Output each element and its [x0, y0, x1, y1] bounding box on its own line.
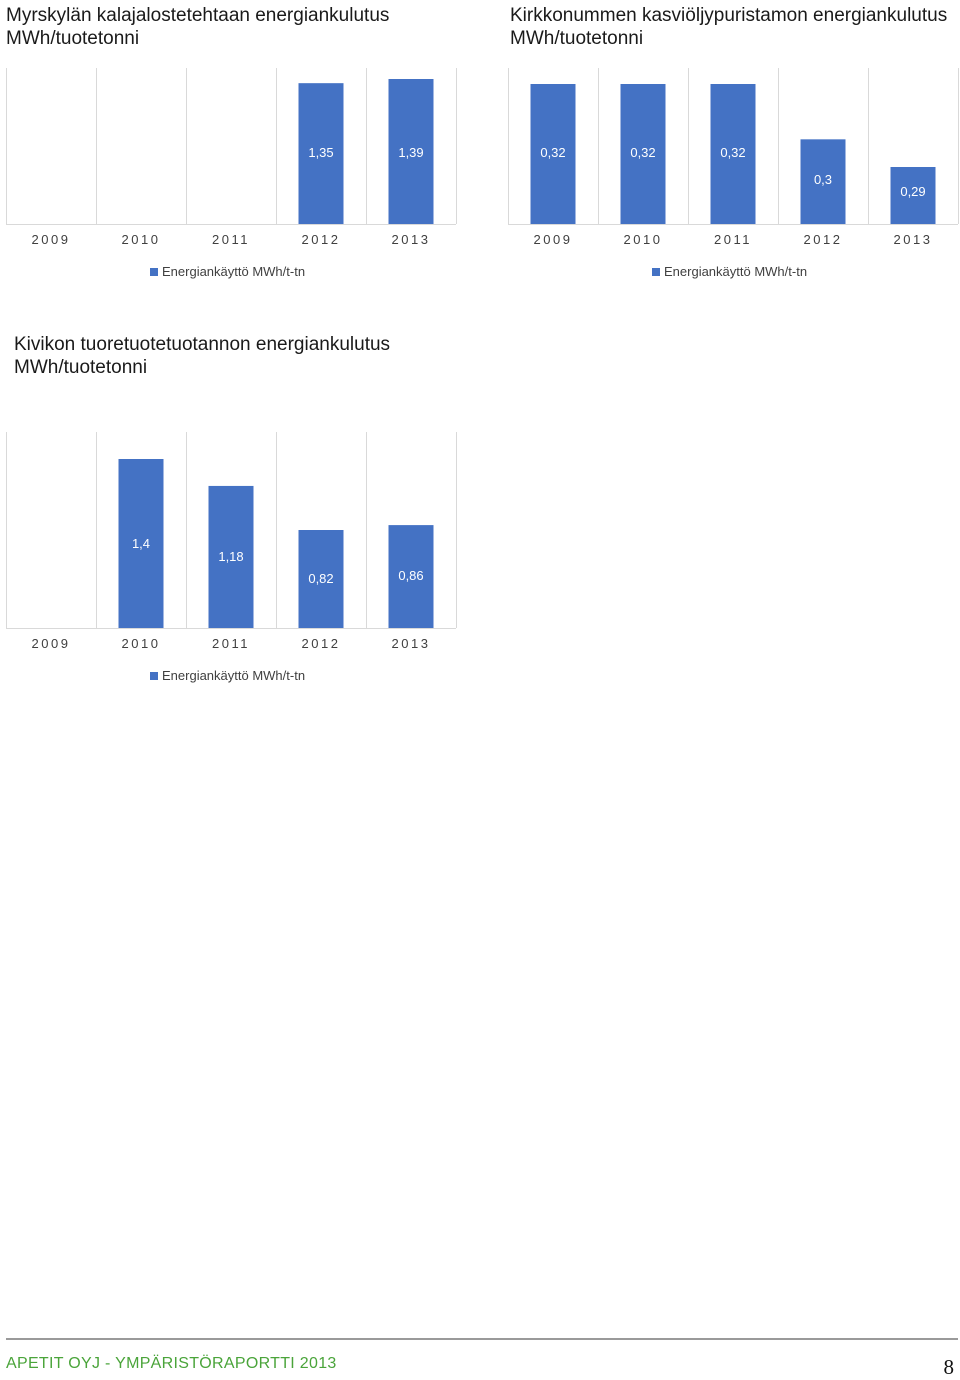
bar	[388, 79, 434, 224]
chart-1-legend: Energiankäyttö MWh/t-tn	[150, 264, 305, 279]
chart-2-legend: Energiankäyttö MWh/t-tn	[652, 264, 807, 279]
x-tick-label: 2009	[32, 636, 71, 651]
chart-3-plot: 2009 1,4 2010 1,18 2011 0,82 2012 0,86 2013	[6, 432, 457, 651]
bar	[890, 167, 936, 224]
x-tick-label: 2010	[122, 636, 161, 651]
chart-3-title: Kivikon tuoretuotetuotannon energiankulu…	[14, 334, 391, 378]
bar	[620, 84, 666, 224]
footer-divider	[6, 1338, 958, 1340]
x-tick-label: 2009	[32, 232, 71, 247]
page-number: 8	[943, 1355, 955, 1379]
data-label: 0,3	[814, 172, 832, 187]
data-label: 1,35	[308, 145, 333, 160]
bar	[118, 459, 164, 628]
x-tick-label: 2012	[302, 232, 341, 247]
x-tick-label: 2011	[212, 636, 250, 651]
data-label: 0,29	[900, 184, 925, 199]
chart-1-title: Myrskylän kalajalostetehtaan energiankul…	[6, 5, 390, 49]
x-tick-label: 2013	[894, 232, 933, 247]
data-label: 1,18	[218, 549, 243, 564]
data-label: 0,32	[720, 145, 745, 160]
chart-2-title: Kirkkonummen kasviöljypuristamon energia…	[510, 5, 948, 49]
chart-2-legend-label: Energiankäyttö MWh/t-tn	[664, 264, 808, 279]
chart-1-legend-swatch	[150, 267, 158, 276]
bar	[800, 139, 846, 224]
data-label: 0,32	[540, 145, 565, 160]
x-tick-label: 2013	[392, 232, 431, 247]
chart-1-plot: 2009 2010 2011 1,35 2012 1,39 2013	[6, 68, 457, 247]
bar	[530, 84, 576, 224]
chart-2-plot: 0,32 2009 0,32 2010 0,32 2011 0,3 2012 0,29 2013	[508, 68, 959, 247]
bar	[388, 525, 434, 628]
x-tick-label: 2013	[392, 636, 431, 651]
bar	[298, 83, 344, 224]
chart-3-legend: Energiankäyttö MWh/t-tn	[150, 668, 305, 683]
x-tick-label: 2011	[714, 232, 752, 247]
x-tick-label: 2012	[804, 232, 843, 247]
x-tick-label: 2011	[212, 232, 250, 247]
chart-1-legend-label: Energiankäyttö MWh/t-tn	[162, 264, 306, 279]
bar	[298, 530, 344, 628]
chart-3-legend-label: Energiankäyttö MWh/t-tn	[162, 668, 306, 683]
data-label: 0,82	[308, 571, 333, 586]
x-tick-label: 2012	[302, 636, 341, 651]
footer-report-title: APETIT OYJ - YMPÄRISTÖRAPORTTI 2013	[6, 1355, 337, 1372]
x-tick-label: 2010	[122, 232, 161, 247]
bar	[208, 485, 254, 628]
bar	[710, 84, 756, 224]
data-label: 0,32	[630, 145, 655, 160]
chart-3-legend-swatch	[150, 671, 158, 680]
data-label: 1,4	[132, 536, 150, 551]
x-tick-label: 2010	[624, 232, 663, 247]
data-label: 1,39	[398, 145, 423, 160]
data-label: 0,86	[398, 568, 423, 583]
chart-2-legend-swatch	[652, 267, 660, 276]
x-tick-label: 2009	[534, 232, 573, 247]
